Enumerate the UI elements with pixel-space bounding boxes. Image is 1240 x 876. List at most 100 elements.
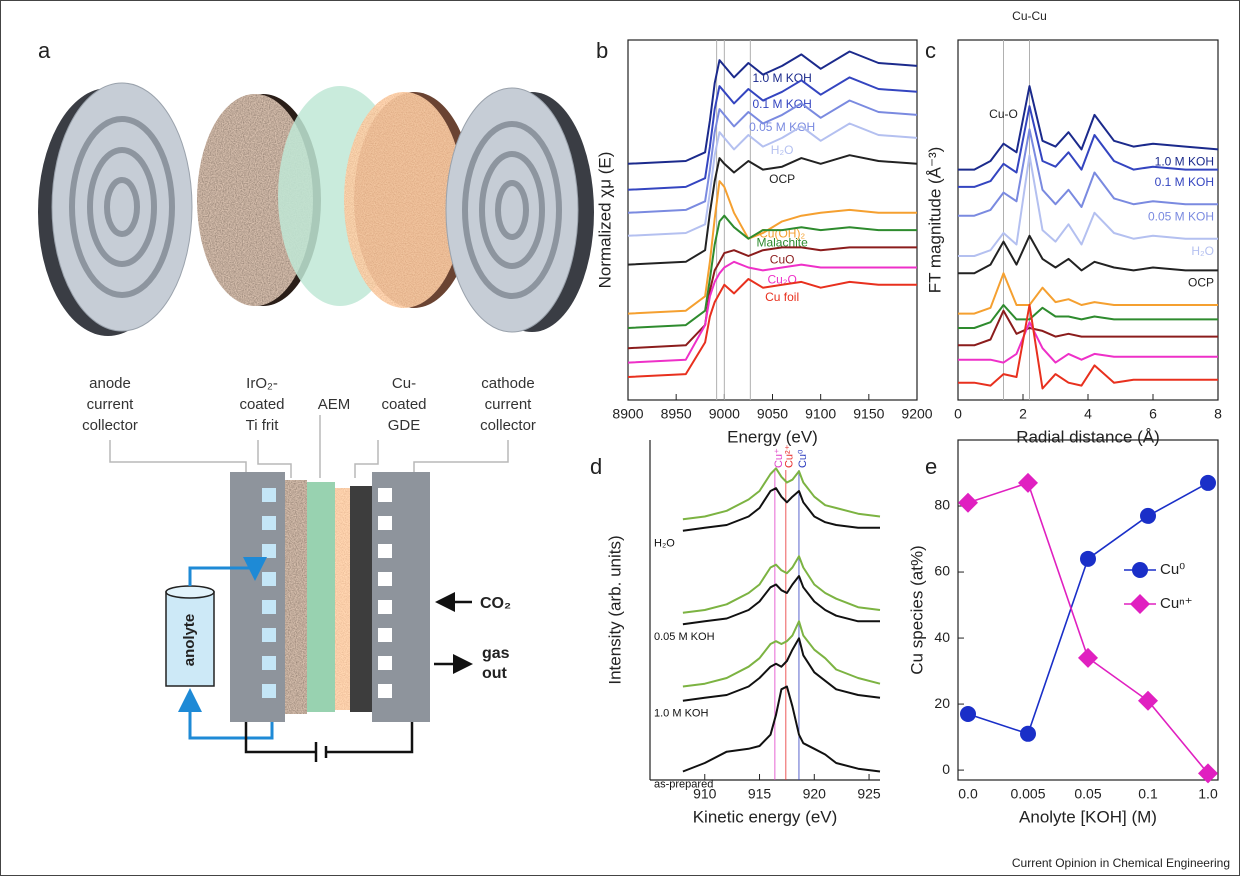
y-tick-label: 80 [934,497,950,513]
panel-label: d [590,454,602,479]
annotation: Cu-O [989,107,1018,121]
x-tick-label: 6 [1149,406,1157,422]
point [1138,691,1158,711]
series-label: OCP [1188,276,1214,290]
series-label: H₂O [654,538,675,550]
series-line [968,483,1208,774]
legend-label: Cu⁰ [1160,561,1185,578]
point [958,493,978,513]
point [1140,508,1156,524]
gde-support [350,486,372,712]
x-axis-label: Kinetic energy (eV) [693,807,838,826]
component-label: coated [381,396,426,413]
component-labels: anode current collector IrO₂- coated Ti … [82,375,536,434]
y-tick-label: 20 [934,695,950,711]
point [1018,473,1038,493]
gde-layer [335,488,350,710]
x-tick-label: 8900 [612,406,643,422]
x-tick-label: 9200 [901,406,932,422]
point [1200,475,1216,491]
leader-lines [110,415,508,478]
legend-marker [1132,562,1148,578]
series-label: as-prepared [654,778,713,790]
series-label: 1.0 M KOH [752,71,811,85]
series-line [683,468,880,519]
component-label: IrO₂- [246,375,278,392]
x-tick-label: 0.05 [1074,786,1101,802]
x-tick-label: 8950 [661,406,692,422]
y-axis-label: Cu species (at%) [907,545,926,674]
series-line [683,687,880,772]
anolyte-label: anolyte [181,614,198,667]
series-label: CuO [770,253,795,267]
x-tick-label: 915 [748,786,772,802]
inlet-label: CO₂ [480,595,511,612]
component-label: collector [82,417,138,434]
x-tick-label: 925 [857,786,881,802]
x-tick-label: 9150 [853,406,884,422]
footer: Current Opinion in Chemical Engineering [1012,856,1230,870]
component-label: coated [239,396,284,413]
component-label: AEM [318,396,351,413]
y-axis-label: Normalized χμ (E) [595,152,614,289]
series-label: 0.05 M KOH [749,120,815,134]
series-line [958,273,1218,313]
panel-label: c [925,38,936,63]
point [1078,648,1098,668]
series-line [958,311,1218,346]
x-axis-label: Radial distance (Å) [1016,427,1160,446]
panel-label: a [38,38,51,63]
x-tick-label: 9000 [709,406,740,422]
series-line [683,488,880,531]
series-label: Cu foil [765,290,799,304]
x-tick-label: 0.0 [958,786,978,802]
outlet-label: gas [482,645,510,662]
series-label: H₂O [1191,244,1214,258]
frit-layer [285,480,307,714]
y-tick-label: 40 [934,629,950,645]
legend-label: Cuⁿ⁺ [1160,595,1193,612]
panel-label: b [596,38,608,63]
series-line [683,556,880,613]
series-label: 0.05 M KOH [654,631,715,643]
y-tick-label: 0 [942,761,950,777]
series-label: 0.05 M KOH [1148,209,1214,223]
x-tick-label: 920 [803,786,827,802]
series-line [958,322,1218,362]
peak-label: Cu²⁺ [784,444,796,468]
series-line [958,155,1218,256]
series-label: 0.1 M KOH [1155,175,1214,189]
x-axis-label: Energy (eV) [727,427,818,446]
point [1080,551,1096,567]
component-label: anode [89,375,131,392]
component-label: current [87,396,135,413]
aem-layer [307,482,335,712]
x-tick-label: 9100 [805,406,836,422]
x-tick-label: 1.0 [1198,786,1218,802]
x-tick-label: 2 [1019,406,1027,422]
component-label: cathode [481,375,534,392]
panel-a: a anode current collector IrO₂- coated T… [38,38,594,762]
series-label: 1.0 M KOH [654,708,708,720]
point [960,706,976,722]
x-tick-label: 9050 [757,406,788,422]
x-tick-label: 0.1 [1138,786,1158,802]
series-label: H₂O [771,143,794,157]
component-label: GDE [388,417,421,434]
anode-plate [230,472,285,722]
peak-label: Cu⁰ [797,449,809,468]
y-tick-label: 60 [934,563,950,579]
x-axis-label: Anolyte [KOH] (M) [1019,807,1157,826]
series-label: 1.0 M KOH [1155,155,1214,169]
x-tick-label: 0 [954,406,962,422]
x-tick-label: 8 [1214,406,1222,422]
figure: a anode current collector IrO₂- coated T… [0,0,1240,876]
component-label: Cu- [392,375,416,392]
x-tick-label: 4 [1084,406,1092,422]
component-label: collector [480,417,536,434]
anolyte-tank-top [166,586,214,598]
legend-marker [1130,594,1150,614]
panel-label: e [925,454,937,479]
series-line [683,576,880,624]
series-label: OCP [769,172,795,186]
